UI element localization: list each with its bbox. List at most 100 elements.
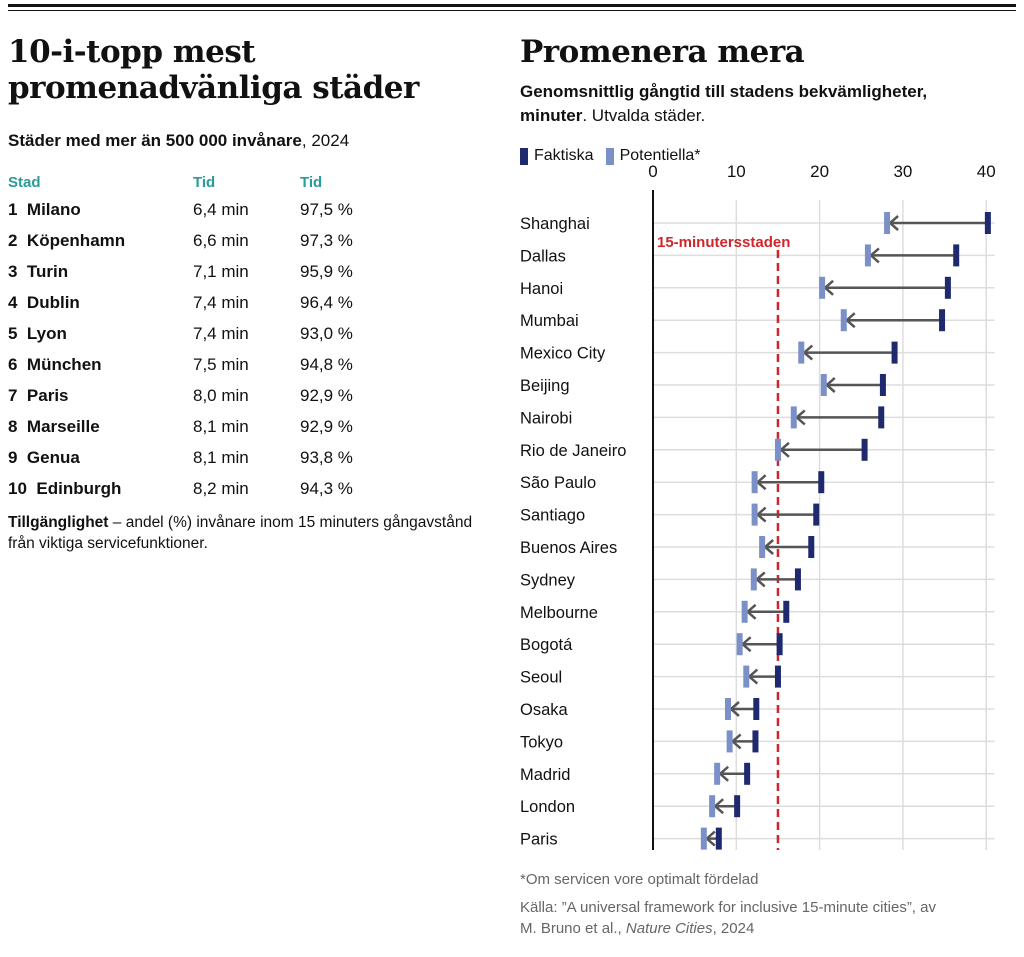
share-cell: 97,3 %	[300, 230, 353, 250]
time-cell: 6,4 min	[193, 199, 249, 219]
table-row: 4 Dublin 7,4 min 96,4 %	[8, 287, 353, 318]
potential-mark	[864, 244, 871, 267]
city: Edinburgh	[36, 478, 122, 498]
right-subtitle: Genomsnittlig gångtid till stadens bekvä…	[520, 80, 990, 128]
potential-mark	[820, 374, 827, 396]
potential-mark	[751, 471, 758, 494]
share-cell: 92,9 %	[300, 385, 353, 405]
share-cell: 96,4 %	[300, 292, 353, 312]
city-label: Bogotá	[520, 636, 573, 654]
city-label: Rio de Janeiro	[520, 442, 626, 460]
city-label: Buenos Aires	[520, 539, 617, 557]
arrow-head	[747, 668, 759, 685]
time-cell: 8,1 min	[193, 447, 249, 467]
table-row: 5 Lyon 7,4 min 93,0 %	[8, 318, 353, 349]
actual-mark	[861, 438, 868, 461]
actual-mark	[813, 503, 820, 526]
city-label: São Paulo	[520, 474, 596, 492]
x-tick-label: 0	[648, 162, 657, 181]
table-row: 3 Turin 7,1 min 95,9 %	[8, 256, 353, 287]
potential-mark	[726, 730, 733, 753]
rank: 4	[8, 292, 18, 312]
actual-mark	[808, 536, 815, 558]
city-cell: 8 Marseille	[8, 411, 193, 442]
potential-mark	[751, 503, 758, 526]
table-row: 9 Genua 8,1 min 93,8 %	[8, 442, 353, 473]
actual-mark	[944, 276, 951, 299]
table-note: Tillgänglighet – andel (%) invånare inom…	[8, 512, 478, 554]
city: Köpenhamn	[26, 230, 126, 250]
actual-mark	[753, 698, 760, 720]
potential-mark	[700, 827, 707, 850]
city-cell: 1 Milano	[8, 194, 193, 225]
subtitle-rest: . Utvalda städer.	[582, 106, 706, 125]
city-label: Dallas	[520, 247, 566, 265]
time-cell: 8,2 min	[193, 478, 249, 498]
subtitle-bold: Genomsnittlig gångtid till stadens bekvä…	[520, 82, 928, 125]
actual-mark	[818, 471, 825, 494]
actual-mark	[953, 244, 960, 267]
legend: Faktiska Potentiella*	[520, 147, 701, 165]
time-cell: 7,4 min	[193, 323, 249, 343]
rank: 2	[8, 230, 18, 250]
x-tick-label: 40	[977, 162, 996, 181]
note-bold: Tillgänglighet	[8, 514, 109, 531]
city-label: Nairobi	[520, 409, 572, 427]
actual-mark	[984, 212, 991, 234]
rank: 9	[8, 447, 18, 467]
rank: 1	[8, 199, 18, 219]
legend-label-faktiska: Faktiska	[534, 147, 594, 164]
actual-mark	[939, 309, 946, 332]
right-title: Promenera mera	[520, 34, 805, 70]
city: Milano	[26, 199, 81, 219]
note-rest: – andel (%) invånare inom 15 minuters gå…	[8, 514, 473, 552]
share-cell: 97,5 %	[300, 199, 353, 219]
rank: 10	[8, 478, 27, 498]
arrow-head	[740, 636, 752, 653]
potential-mark	[774, 438, 781, 461]
actual-mark	[744, 762, 751, 785]
time-cell: 6,6 min	[193, 230, 249, 250]
city: Marseille	[26, 416, 100, 436]
time-cell: 8,0 min	[193, 385, 249, 405]
table-row: 1 Milano 6,4 min 97,5 %	[8, 194, 353, 225]
actual-mark	[715, 827, 722, 850]
x-tick-label: 10	[727, 162, 746, 181]
city-cell: 5 Lyon	[8, 318, 193, 349]
potential-mark	[798, 341, 805, 364]
potential-mark	[736, 633, 743, 656]
city-cell: 2 Köpenhamn	[8, 225, 193, 256]
city-cell: 10 Edinburgh	[8, 473, 193, 504]
potential-mark	[840, 309, 847, 332]
time-cell: 7,4 min	[193, 292, 249, 312]
city-table: Stad Tid Tid 1 Milano 6,4 min 97,5 % 2 Köpenh…	[8, 170, 353, 504]
time-cell: 8,1 min	[193, 416, 249, 436]
city-cell: 4 Dublin	[8, 287, 193, 318]
table-row: 8 Marseille 8,1 min 92,9 %	[8, 411, 353, 442]
actual-mark	[878, 406, 885, 429]
city-label: Mexico City	[520, 345, 606, 363]
rank: 3	[8, 261, 18, 281]
left-subtitle: Städer med mer än 500 000 invånare, 2024	[8, 129, 349, 153]
city-cell: 9 Genua	[8, 442, 193, 473]
legend-swatch-potentiella	[605, 147, 614, 165]
source-journal: Nature Cities	[625, 920, 713, 937]
share-cell: 95,9 %	[300, 261, 353, 281]
actual-mark	[794, 568, 801, 591]
actual-mark	[783, 600, 790, 623]
city-label: Paris	[520, 831, 558, 849]
source: Källa: ”A universal framework for inclus…	[520, 897, 940, 939]
city: Genua	[26, 447, 80, 467]
city-label: Shanghai	[520, 215, 590, 233]
potential-mark	[709, 795, 716, 818]
top-rule	[8, 4, 1016, 7]
time-cell: 7,1 min	[193, 261, 249, 281]
actual-mark	[734, 795, 741, 818]
share-cell: 92,9 %	[300, 416, 353, 436]
potential-mark	[884, 212, 891, 234]
share-cell: 94,3 %	[300, 478, 353, 498]
header-tid-pct: Tid	[300, 173, 323, 191]
actual-mark	[879, 374, 886, 396]
city-label: Santiago	[520, 507, 585, 525]
